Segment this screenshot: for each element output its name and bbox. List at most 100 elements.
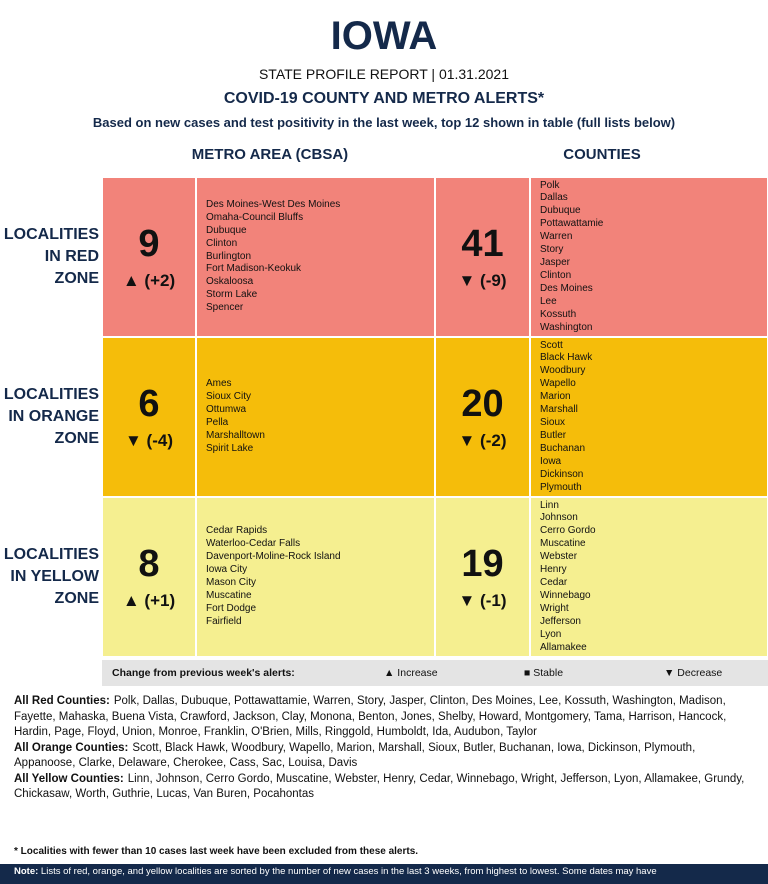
locality: Spirit Lake (206, 442, 254, 454)
locality: Ottumwa (206, 404, 247, 416)
locality: Warren (540, 231, 573, 243)
locality: Woodbury (540, 365, 586, 377)
locality: Iowa City (206, 564, 248, 576)
locality: Ames (206, 378, 232, 390)
count-cell: 8 ▲ (+1) (102, 497, 196, 657)
zone-label: LOCALITIES IN RED ZONE (0, 224, 99, 290)
locality-list: Polk Dallas Dubuque Pottawattamie Warren Stor… (530, 177, 768, 337)
locality: Oskaloosa (206, 276, 254, 288)
locality-list: Scott Black Hawk Woodbury Wapello Marion Mars… (530, 337, 768, 497)
locality: Omaha-Council Bluffs (206, 211, 304, 223)
legend-title: Change from previous week's alerts: (112, 667, 295, 679)
note-text: Lists of red, orange, and yellow localit… (40, 866, 657, 877)
zone-label-line: ZONE (54, 590, 99, 607)
locality: Iowa (540, 455, 562, 467)
locality: Muscatine (540, 538, 586, 550)
change: ▼ (-9) (458, 271, 507, 290)
locality: Fairfield (206, 615, 242, 627)
locality: Davenport-Moline-Rock Island (206, 551, 341, 563)
locality: Cedar (540, 577, 568, 588)
locality: Cedar Rapids (206, 525, 268, 537)
subtitle: STATE PROFILE REPORT | 01.31.2021 (258, 66, 510, 82)
county-list: All Red Counties: Polk, Dallas, Dubuque, … (14, 694, 759, 741)
locality: Marshall (540, 404, 578, 416)
locality: Wright (540, 602, 569, 614)
locality: Pella (206, 417, 229, 428)
locality: Dubuque (206, 224, 247, 236)
count-cell: 6 ▼ (-4) (102, 337, 196, 497)
locality: Kossuth (540, 308, 577, 320)
locality: Des Moines (540, 282, 593, 294)
list-label: All Red Counties: (14, 695, 110, 707)
locality: Dubuque (540, 205, 581, 217)
count: 9 (138, 223, 160, 265)
locality: Lee (540, 295, 557, 307)
note-label: Note: (14, 866, 39, 877)
list-label: All Orange Counties: (14, 741, 129, 754)
description: Based on new cases and test positivity i… (92, 115, 676, 130)
locality: Washington (540, 321, 593, 333)
locality: Linn (540, 499, 559, 511)
locality: Buchanan (540, 442, 586, 454)
legend-item: ▲ Increase (384, 667, 438, 679)
locality-list: Cedar Rapids Waterloo-Cedar Falls Davenpor… (196, 497, 435, 657)
count: 41 (461, 223, 504, 265)
zone-label-line: ZONE (54, 430, 99, 447)
count: 19 (461, 543, 504, 585)
locality: Butler (540, 429, 567, 441)
locality: Scott (540, 339, 563, 351)
locality: Plymouth (540, 481, 582, 493)
count: 8 (138, 543, 160, 585)
count-cell: 41 ▼ (-9) (435, 177, 530, 337)
locality: Black Hawk (540, 352, 593, 364)
locality: Des Moines-West Des Moines (206, 198, 341, 210)
locality: Marion (540, 391, 571, 403)
count-cell: 9 ▲ (+2) (102, 177, 196, 337)
count-cell: 19 ▼ (-1) (435, 497, 530, 657)
column-header: COUNTIES (563, 146, 641, 163)
title: IOWA (330, 14, 438, 58)
locality: Henry (540, 564, 567, 576)
locality: Jasper (540, 257, 571, 268)
locality: Jefferson (540, 615, 581, 627)
change: ▼ (-2) (458, 431, 507, 450)
locality: Sioux (540, 417, 566, 428)
locality: Allamakee (540, 641, 587, 653)
zone-label-line: IN RED (44, 248, 99, 265)
zone-label-line: ZONE (54, 270, 99, 287)
locality: Cerro Gordo (540, 525, 596, 537)
footnote: * Localities with fewer than 10 cases la… (14, 846, 419, 857)
count: 6 (138, 383, 160, 425)
heading: COVID-19 COUNTY AND METRO ALERTS* (223, 90, 545, 107)
legend-item: ■ Stable (524, 667, 564, 679)
county-list: All Yellow Counties: Linn, Johnson, Cerro… (14, 772, 759, 803)
locality: Muscatine (206, 589, 252, 601)
legend: Change from previous week's alerts: ▲ In… (102, 660, 768, 686)
count-cell: 20 ▼ (-2) (435, 337, 530, 497)
column-header: METRO AREA (CBSA) (191, 146, 349, 163)
list-label: All Yellow Counties: (14, 772, 124, 785)
change: ▼ (-4) (125, 431, 173, 450)
locality: Clinton (540, 269, 572, 281)
locality-list: Ames Sioux City Ottumwa Pella Marshalltown Sp… (196, 337, 435, 497)
change: ▲ (+1) (122, 591, 176, 610)
change: ▲ (+2) (122, 271, 176, 290)
locality: Pottawattamie (540, 218, 604, 230)
locality: Burlington (206, 250, 252, 262)
locality: Fort Madison-Keokuk (206, 263, 302, 275)
county-lists: All Red Counties: Polk, Dallas, Dubuque, … (14, 694, 759, 803)
list-text: Linn, Johnson, Cerro Gordo, Muscatine, W… (14, 772, 745, 801)
note-bar: Note: Lists of red, orange, and yellow l… (0, 864, 768, 884)
list-text: Polk, Dallas, Dubuque, Pottawattamie, Wa… (14, 695, 727, 738)
locality: Clinton (206, 237, 238, 249)
locality: Webster (540, 551, 578, 563)
locality: Johnson (540, 512, 578, 524)
count: 20 (461, 383, 504, 425)
change: ▼ (-1) (458, 591, 507, 610)
locality-list: Linn Johnson Cerro Gordo Muscatine Webster He… (530, 497, 768, 657)
locality-list: Des Moines-West Des Moines Omaha-Council … (196, 177, 435, 337)
zone-label-line: IN YELLOW (10, 568, 99, 585)
zone-label-line: LOCALITIES (3, 386, 99, 403)
locality: Mason City (206, 577, 257, 588)
